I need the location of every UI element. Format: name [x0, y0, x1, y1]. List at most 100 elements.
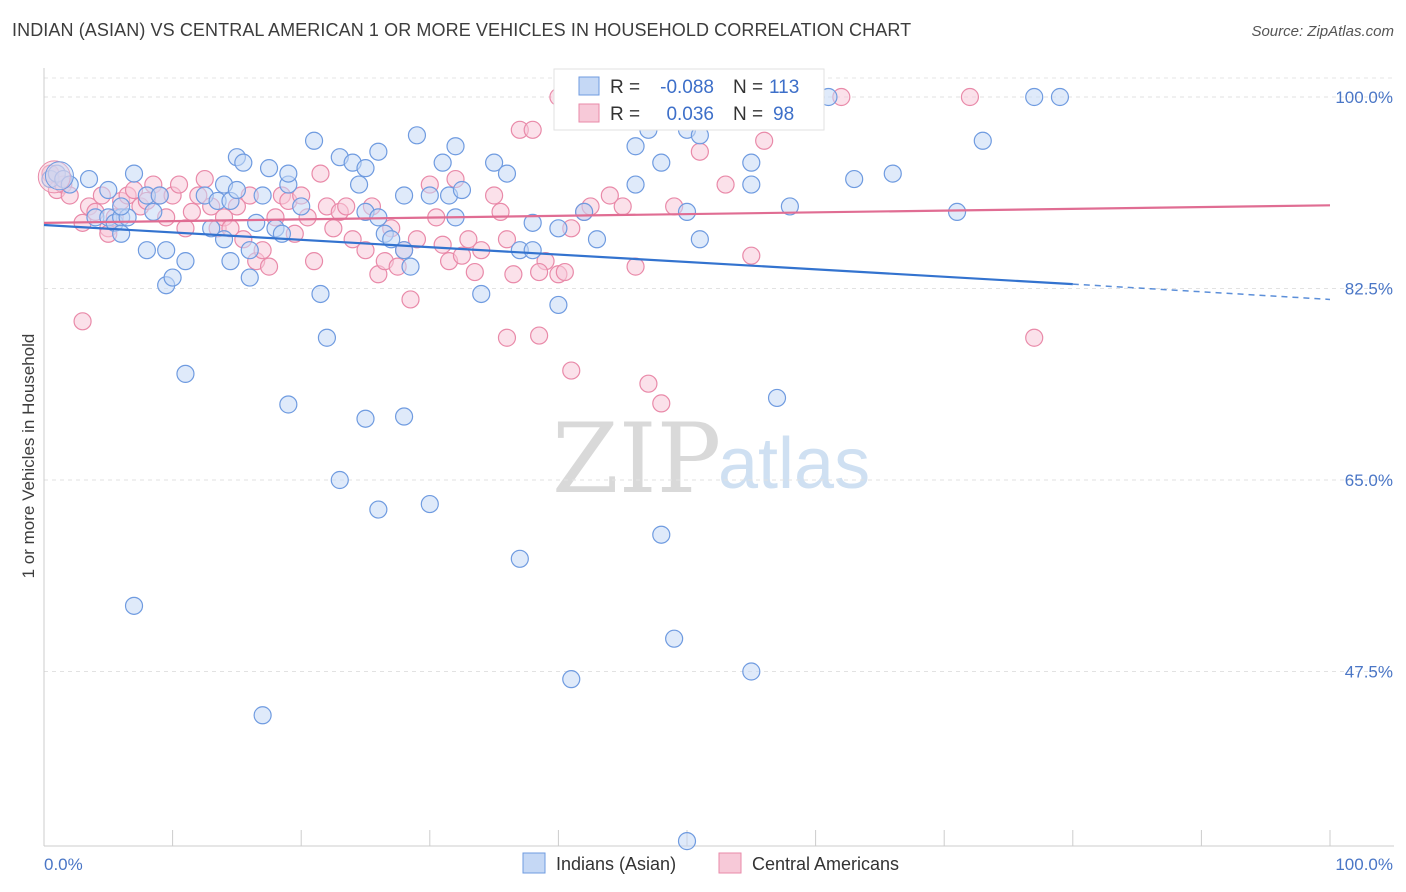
point-central — [652, 394, 671, 413]
point-indian — [304, 131, 324, 150]
point-central — [407, 230, 427, 249]
point-indian — [742, 175, 761, 194]
point-indian — [292, 197, 311, 216]
point-indian — [163, 268, 182, 287]
point-indian — [420, 494, 439, 514]
point-indian — [420, 186, 439, 205]
point-central — [530, 262, 549, 282]
point-central — [37, 160, 71, 194]
stats-r-label-indian: R = — [610, 77, 640, 98]
point-indian — [382, 230, 401, 249]
point-central — [555, 262, 574, 282]
point-central — [401, 290, 420, 309]
point-indian — [369, 142, 388, 161]
point-indian — [690, 230, 709, 249]
point-indian — [626, 175, 645, 194]
point-indian — [523, 213, 542, 232]
y-axis-label: 1 or more Vehicles in Household — [19, 334, 38, 579]
point-indian — [575, 202, 594, 221]
y-tick-labels: 100.0% 82.5% 65.0% 47.5% — [1335, 88, 1393, 682]
point-central — [755, 131, 774, 150]
point-indian — [652, 525, 671, 544]
chart-source: Source: ZipAtlas.com — [1251, 23, 1394, 40]
point-indian — [433, 153, 452, 172]
point-central — [742, 246, 761, 265]
point-indian — [317, 328, 337, 347]
point-central — [960, 87, 980, 107]
point-indian — [845, 169, 864, 189]
point-central — [485, 186, 504, 205]
point-central — [600, 186, 619, 205]
point-indian — [523, 241, 542, 260]
point-central — [639, 374, 658, 393]
point-indian — [626, 137, 645, 156]
point-indian — [883, 164, 902, 183]
legend-swatch-indian — [522, 852, 546, 874]
y-tick-label: 65.0% — [1345, 471, 1393, 490]
point-central — [626, 257, 645, 276]
point-central — [690, 142, 709, 161]
point-central — [259, 257, 279, 276]
point-indian — [112, 224, 131, 243]
point-indian — [79, 169, 99, 189]
trend-line-central — [43, 204, 1331, 224]
point-indian — [44, 161, 74, 191]
point-indian — [394, 186, 414, 205]
point-indian — [259, 159, 279, 178]
stats-r-label-central: R = — [610, 104, 640, 125]
point-indian — [665, 629, 684, 648]
point-indian — [677, 202, 697, 221]
x-tick-label-max: 100.0% — [1335, 855, 1393, 874]
point-central — [562, 361, 581, 380]
point-indian — [452, 180, 472, 200]
point-indian — [157, 241, 176, 260]
point-indian — [247, 213, 266, 232]
point-indian — [234, 153, 253, 172]
point-indian — [112, 197, 131, 216]
legend-swatch-central — [718, 852, 742, 874]
bottom-legend: Indians (Asian) Central Americans — [522, 852, 899, 874]
legend-label-central: Central Americans — [752, 854, 899, 874]
x-tick-label-min: 0.0% — [44, 855, 83, 874]
point-indian — [510, 549, 529, 568]
point-indian — [947, 202, 967, 221]
watermark-atlas: atlas — [718, 424, 870, 504]
point-central — [459, 230, 478, 249]
point-indian — [562, 670, 581, 689]
point-indian — [587, 230, 607, 249]
point-central — [497, 230, 517, 249]
stats-legend-swatch-central — [578, 103, 600, 123]
stats-legend: R = -0.088 N = 113 R = 0.036 N = 98 — [553, 68, 825, 131]
stats-n-label-central: N = — [733, 104, 763, 125]
stats-n-value-indian: 113 — [769, 77, 799, 98]
point-indian — [240, 268, 259, 287]
point-central — [523, 120, 542, 139]
point-indian — [214, 230, 234, 249]
point-indian — [407, 126, 427, 145]
y-tick-label: 100.0% — [1335, 88, 1393, 107]
stats-legend-swatch-indian — [578, 76, 600, 96]
point-indian — [742, 662, 761, 681]
point-indian — [549, 295, 568, 315]
point-central — [465, 262, 484, 282]
point-indian — [253, 186, 272, 205]
point-indian — [677, 832, 697, 851]
point-indian — [176, 252, 195, 271]
stats-r-value-indian: -0.088 — [660, 77, 714, 98]
point-central — [182, 202, 201, 221]
point-central — [73, 312, 92, 331]
point-central — [504, 265, 523, 284]
point-indian — [1050, 87, 1070, 107]
scatter-points — [37, 76, 1070, 851]
point-central — [452, 246, 472, 265]
point-central — [169, 175, 189, 194]
point-indian — [401, 257, 420, 276]
point-indian — [124, 596, 144, 615]
point-central — [497, 328, 517, 347]
y-tick-label: 82.5% — [1345, 280, 1393, 299]
point-indian — [356, 159, 375, 178]
point-indian — [240, 241, 259, 260]
point-indian — [150, 186, 169, 205]
point-central — [433, 235, 452, 254]
